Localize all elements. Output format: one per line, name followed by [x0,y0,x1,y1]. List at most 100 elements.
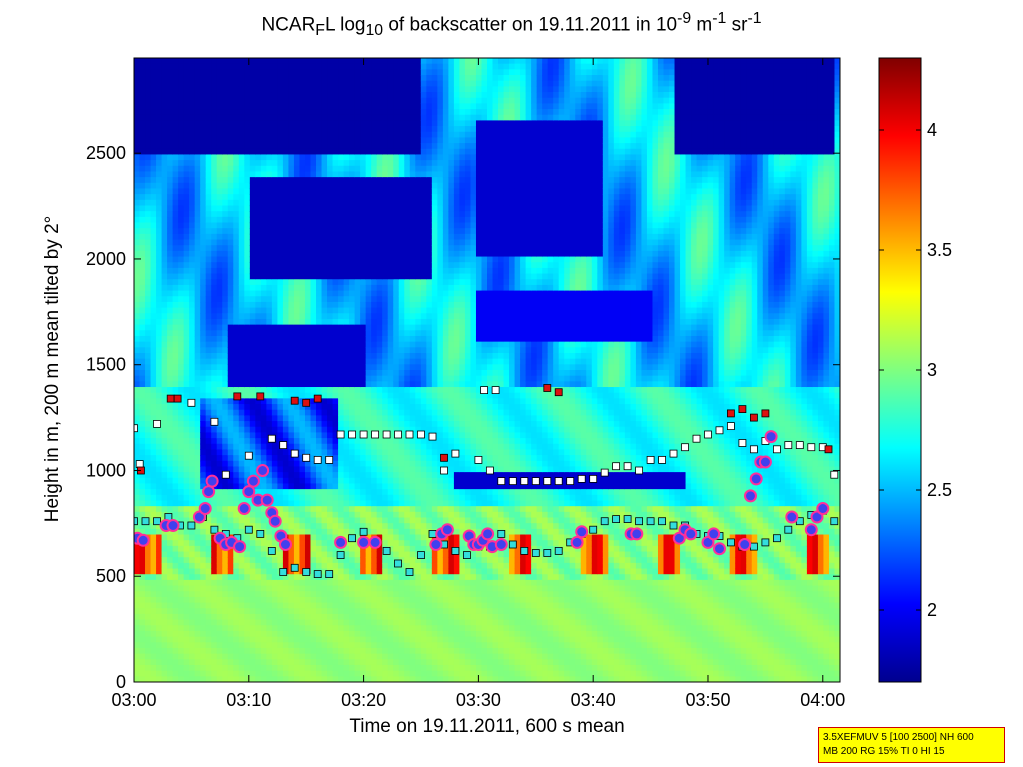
heatmap-cell [227,194,234,201]
heatmap-cell [271,92,279,99]
heatmap-cell [222,676,229,682]
heatmap-cell [260,591,267,598]
heatmap-cell [310,126,317,133]
heatmap-cell [343,591,350,598]
heatmap-cell [293,222,301,229]
heatmap-cell [227,296,234,303]
heatmap-cell [277,477,284,485]
heatmap-cell [360,126,367,133]
heatmap-cell [360,120,367,127]
heatmap-cell [343,313,350,320]
heatmap-cell [233,86,240,93]
heatmap-cell [332,301,339,309]
heatmap-cell [376,602,383,609]
heatmap-cell [332,341,339,348]
heatmap-cell [139,273,146,280]
heatmap-cell [211,69,218,76]
heatmap-cell [227,404,234,411]
heatmap-cell [288,500,295,507]
heatmap-cell [316,664,323,672]
heatmap-cell [293,659,301,666]
heatmap-cell [271,636,279,643]
heatmap-cell [360,211,367,218]
heatmap-cell [332,466,339,473]
heatmap-cell [304,415,312,422]
heatmap-cell [183,330,190,337]
heatmap-cell [310,500,317,507]
heatmap-cell [172,352,179,360]
heatmap-cell [343,92,350,99]
heatmap-cell [145,596,152,604]
heatmap-cell [200,574,207,581]
heatmap-cell [227,659,234,666]
heatmap-cell [349,591,356,598]
heatmap-cell [282,160,290,167]
heatmap-cell [371,426,378,433]
heatmap-cell [178,318,185,326]
heatmap-cell [249,92,256,99]
heatmap-cell [349,375,356,382]
heatmap-cell [271,591,279,598]
heatmap-cell [183,477,190,485]
heatmap-cell [156,120,163,127]
heatmap-cell [271,455,279,462]
heatmap-cell [145,370,152,377]
heatmap-cell [238,256,245,263]
heatmap-cell [172,370,179,377]
heatmap-cell [216,307,223,314]
heatmap-cell [200,233,207,241]
heatmap-cell [343,653,350,660]
heatmap-cell [304,477,312,485]
heatmap-cell [244,239,251,246]
heatmap-cell [167,290,174,297]
heatmap-cell [338,585,345,592]
heatmap-cell [332,86,339,93]
heatmap-cell [255,262,262,269]
heatmap-cell [222,387,229,394]
heatmap-cell [365,534,372,541]
heatmap-cell [222,228,229,235]
heatmap-cell [332,664,339,672]
heatmap-cell [288,426,295,433]
heatmap-cell [249,585,256,592]
heatmap-cell [277,415,284,422]
heatmap-cell [167,194,174,201]
heatmap-cell [189,75,196,82]
heatmap-cell [249,664,256,672]
heatmap-cell [299,466,306,473]
heatmap-cell [365,647,372,655]
heatmap-cell [150,494,157,502]
heatmap-cell [238,279,245,286]
heatmap-cell [189,460,196,468]
heatmap-cell [145,86,152,93]
heatmap-cell [145,143,152,150]
heatmap-cell [293,500,301,507]
heatmap-cell [156,449,163,456]
heatmap-cell [211,307,218,314]
heatmap-cell [150,296,157,303]
heatmap-cell [365,387,372,394]
heatmap-cell [354,460,361,468]
heatmap-cell [304,114,312,121]
heatmap-cell [238,523,245,530]
heatmap-cell [178,511,185,519]
heatmap-cell [371,92,378,99]
heatmap-cell [238,148,245,156]
heatmap-cell [316,653,323,660]
heatmap-cell [238,165,245,173]
heatmap-cell [238,205,245,212]
heatmap-cell [227,114,234,121]
heatmap-cell [376,341,383,348]
heatmap-cell [376,438,383,445]
heatmap-cell [371,557,378,564]
heatmap-cell [145,489,152,496]
heatmap-cell [360,415,367,422]
heatmap-cell [310,284,317,292]
heatmap-cell [189,364,196,371]
heatmap-cell [194,540,201,547]
heatmap-cell [222,301,229,309]
heatmap-cell [178,562,185,570]
heatmap-cell [266,670,273,677]
heatmap-cell [349,602,356,609]
heatmap-cell [382,296,389,303]
